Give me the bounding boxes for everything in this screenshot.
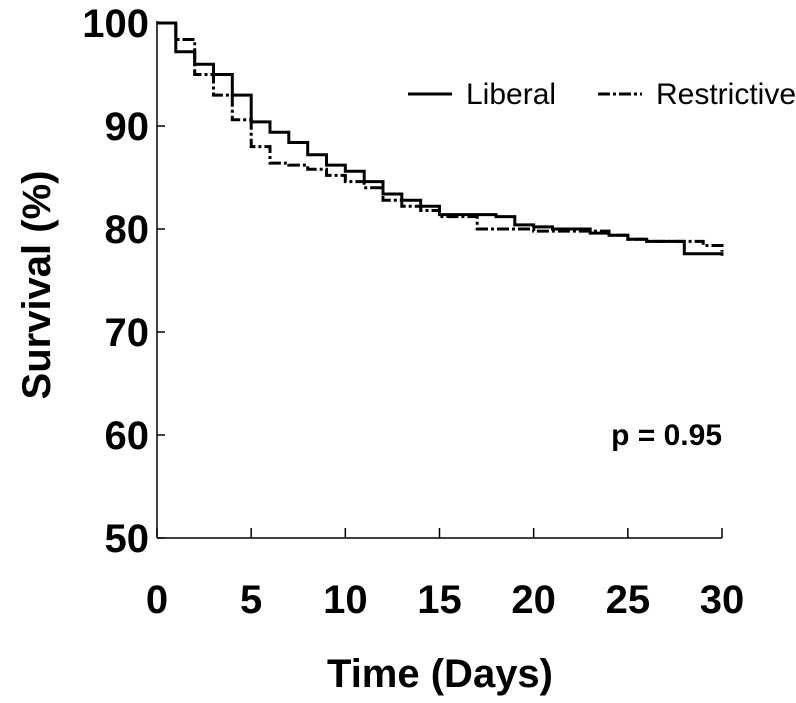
y-tick-label: 90 xyxy=(105,105,150,149)
legend-label-liberal: Liberal xyxy=(466,78,556,111)
axes-layer: 50 60 70 80 90 100 0 5 10 15 20 25 30 xyxy=(82,2,744,622)
x-tick-label: 30 xyxy=(700,578,745,622)
y-tick-label: 100 xyxy=(82,2,149,46)
y-tick-label: 50 xyxy=(105,517,150,561)
x-tick-label: 0 xyxy=(146,578,168,622)
series-layer xyxy=(157,21,724,256)
y-tick-label: 60 xyxy=(105,414,150,458)
series-line-restrictive xyxy=(157,21,724,252)
y-tick-label: 80 xyxy=(105,208,150,252)
x-tick-label: 25 xyxy=(606,578,651,622)
legend: Liberal Restrictive xyxy=(408,78,796,111)
y-axis-title: Survival (%) xyxy=(15,171,59,400)
x-tick-label: 5 xyxy=(240,578,262,622)
x-tick-label: 15 xyxy=(417,578,462,622)
p-value-annotation: p = 0.95 xyxy=(611,419,722,452)
x-tick-label: 10 xyxy=(323,578,368,622)
x-axis-title: Time (Days) xyxy=(327,652,553,696)
x-tick-label: 20 xyxy=(511,578,556,622)
y-tick-label: 70 xyxy=(105,311,150,355)
legend-label-restrictive: Restrictive xyxy=(656,78,796,111)
series-line-liberal xyxy=(157,21,724,256)
